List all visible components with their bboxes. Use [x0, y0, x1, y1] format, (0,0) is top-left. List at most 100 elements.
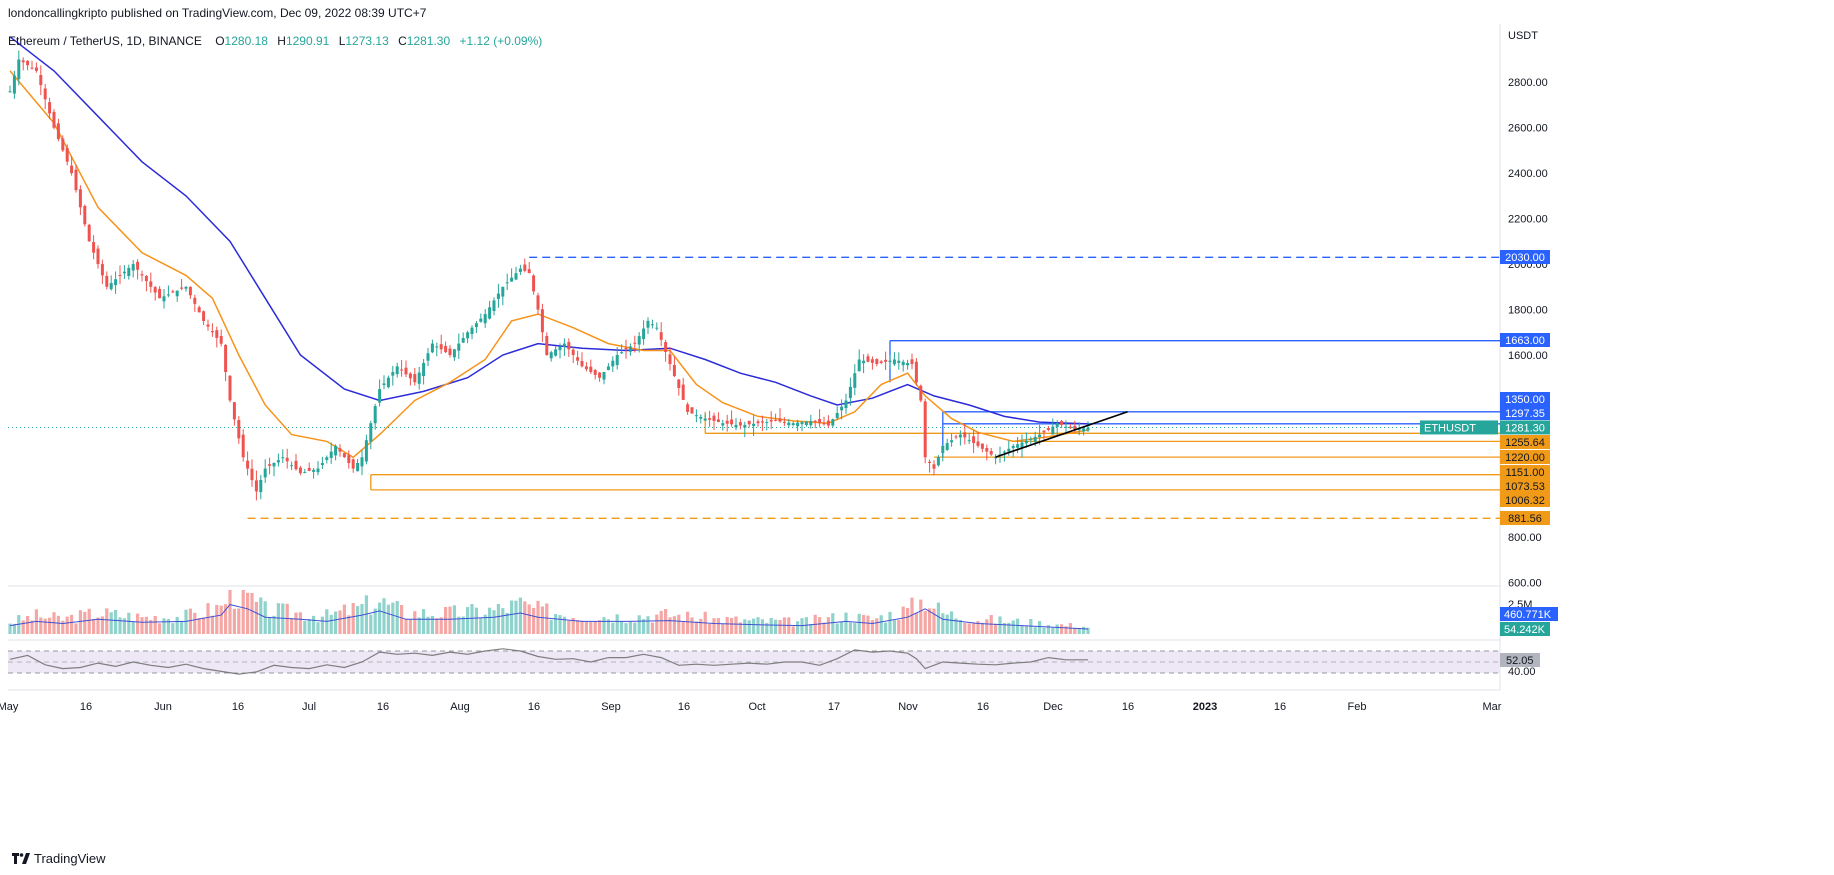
- candle-body: [914, 361, 918, 383]
- time-tick-label: Dec: [1043, 701, 1063, 713]
- time-tick-label: 16: [977, 701, 989, 713]
- volume-bar: [408, 619, 412, 634]
- volume-bar: [1055, 624, 1059, 634]
- rsi-value-box: [1500, 653, 1540, 667]
- volume-bar: [906, 608, 910, 634]
- candle-body: [488, 307, 492, 319]
- volume-bar: [642, 619, 646, 634]
- volume-bar: [831, 613, 835, 634]
- volume-bar: [747, 620, 751, 634]
- tradingview-logo[interactable]: TradingView: [12, 851, 106, 866]
- candle-body: [659, 332, 663, 340]
- candle-body: [70, 165, 74, 174]
- candle-body: [615, 355, 619, 366]
- candle-body: [364, 440, 368, 462]
- volume-ma-box: [1500, 607, 1558, 621]
- volume-bar: [488, 607, 492, 634]
- candle-body: [928, 461, 932, 463]
- candle-body: [936, 457, 940, 466]
- candle-body: [259, 480, 263, 493]
- volume-bar: [655, 614, 659, 634]
- volume-bar: [1016, 618, 1020, 634]
- volume-bar: [1033, 627, 1037, 634]
- volume-bar: [109, 612, 113, 634]
- candle-body: [114, 279, 118, 286]
- candle-body: [620, 352, 624, 354]
- candle-body: [1077, 429, 1081, 431]
- level-label-box: [1500, 479, 1550, 493]
- volume-bar: [730, 618, 734, 634]
- candle-body: [391, 372, 395, 376]
- candle-body: [875, 359, 879, 364]
- candle-body: [694, 415, 698, 417]
- candle-body: [813, 420, 817, 422]
- volume-bar: [677, 614, 681, 634]
- candle-body: [479, 318, 483, 322]
- level-label-box: [1500, 450, 1550, 464]
- volume-bar: [857, 613, 861, 634]
- volume-bar: [774, 619, 778, 634]
- volume-bar: [39, 617, 43, 634]
- candle-body: [1011, 445, 1015, 449]
- candle-body: [787, 422, 791, 426]
- volume-bar: [862, 614, 866, 634]
- volume-bar: [400, 605, 404, 634]
- volume-bar: [391, 602, 395, 634]
- volume-bar: [972, 623, 976, 634]
- volume-bar: [980, 622, 984, 634]
- volume-bar: [554, 614, 558, 634]
- candle-body: [879, 361, 883, 363]
- candle-body: [228, 375, 232, 401]
- candle-body: [923, 401, 927, 458]
- volume-bar: [562, 616, 566, 634]
- candle-body: [580, 361, 584, 367]
- volume-bar: [901, 606, 905, 634]
- volume-bar: [197, 618, 201, 634]
- candle-body: [413, 374, 417, 383]
- volume-bar: [659, 610, 663, 634]
- volume-bar: [686, 611, 690, 634]
- candle-body: [567, 342, 571, 350]
- volume-bar: [593, 621, 597, 634]
- candle-body: [298, 467, 302, 474]
- last-price-box: [1500, 420, 1550, 435]
- level-label-box: [1500, 493, 1550, 507]
- volume-bar: [294, 612, 298, 634]
- candle-body: [457, 343, 461, 351]
- volume-bar: [558, 615, 562, 634]
- volume-bar: [452, 605, 456, 634]
- time-tick-label: 16: [80, 701, 92, 713]
- close-value: 1281.30: [406, 34, 451, 48]
- volume-bar: [250, 593, 254, 634]
- candle-body: [175, 290, 179, 297]
- volume-bar: [866, 615, 870, 634]
- candle-body: [624, 347, 628, 350]
- candle-body: [52, 111, 56, 128]
- volume-bar: [395, 601, 399, 634]
- volume-bar: [303, 620, 307, 634]
- volume-bar: [950, 611, 954, 634]
- candle-body: [356, 463, 360, 472]
- volume-bar: [721, 623, 725, 634]
- volume-bar: [941, 613, 945, 634]
- volume-bar: [835, 623, 839, 634]
- volume-bar: [756, 617, 760, 634]
- symbol-title[interactable]: Ethereum / TetherUS, 1D, BINANCE: [8, 34, 202, 48]
- volume-bar: [994, 623, 998, 634]
- volume-bar: [215, 604, 219, 634]
- time-tick-label: 16: [377, 701, 389, 713]
- volume-bar: [879, 615, 883, 634]
- candles: [8, 50, 1090, 501]
- candle-body: [466, 332, 470, 339]
- volume-bar: [694, 621, 698, 634]
- candle-body: [853, 373, 857, 388]
- candle-body: [87, 224, 91, 242]
- volume-bar: [1042, 627, 1046, 634]
- volume-bar: [8, 623, 12, 634]
- candle-body: [417, 372, 421, 384]
- volume-bar: [963, 622, 967, 634]
- candle-body: [778, 418, 782, 422]
- volume-bar: [822, 622, 826, 634]
- volume-bar: [351, 603, 355, 634]
